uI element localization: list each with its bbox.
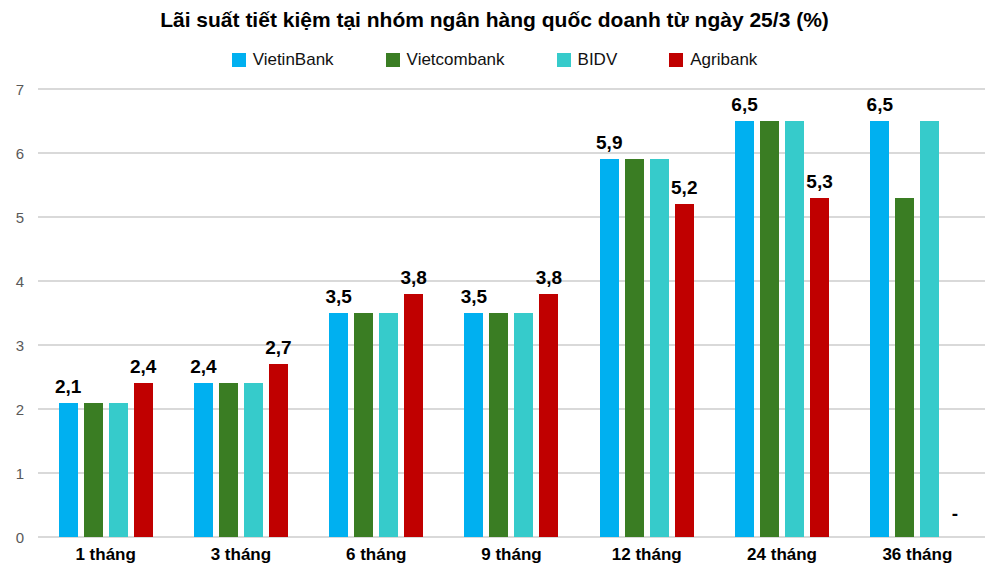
y-tick-label: 0 xyxy=(16,529,24,546)
bar-vietinbank xyxy=(735,121,754,537)
bar-group: 3,5 3,8 xyxy=(444,89,579,537)
x-tick-label: 9 tháng xyxy=(444,545,579,565)
bar-cluster: 6,55,3 xyxy=(735,89,829,537)
bar-cluster: 2,42,7 xyxy=(194,89,288,537)
x-tick-label: 12 tháng xyxy=(579,545,714,565)
x-tick-label: 24 tháng xyxy=(714,545,849,565)
y-tick-label: 2 xyxy=(16,401,24,418)
legend-label: VietinBank xyxy=(253,50,334,70)
bar-agribank xyxy=(134,383,153,537)
bar-group: 3,5 3,8 xyxy=(309,89,444,537)
bar-vietcombank xyxy=(489,313,508,537)
bar-agribank xyxy=(539,294,558,537)
bar-group: 2,4 2,7 xyxy=(173,89,308,537)
y-tick-label: 4 xyxy=(16,273,24,290)
legend-label: Vietcombank xyxy=(407,50,505,70)
legend-item-bidv: BIDV xyxy=(557,50,618,70)
bar-bidv xyxy=(785,121,804,537)
bar-vietinbank xyxy=(59,403,78,537)
x-tick-label: 36 tháng xyxy=(850,545,985,565)
chart-title: Lãi suất tiết kiệm tại nhóm ngân hàng qu… xyxy=(0,8,989,32)
x-tick-label: 1 tháng xyxy=(38,545,173,565)
data-label: 5,2 xyxy=(671,177,697,199)
data-label: - xyxy=(952,503,958,525)
bar-vietinbank xyxy=(194,383,213,537)
data-label: 3,8 xyxy=(536,267,562,289)
bar-agribank xyxy=(404,294,423,537)
data-label: 6,5 xyxy=(867,94,893,116)
y-tick-label: 5 xyxy=(16,209,24,226)
bar-bidv xyxy=(244,383,263,537)
data-label: 5,9 xyxy=(596,132,622,154)
bar-bidv xyxy=(109,403,128,537)
bar-group: 6,5 5,3 xyxy=(714,89,849,537)
data-label: 3,5 xyxy=(461,286,487,308)
bar-cluster: 3,53,8 xyxy=(329,89,423,537)
legend-item-agribank: Agribank xyxy=(669,50,757,70)
legend-label: Agribank xyxy=(690,50,757,70)
bar-vietcombank xyxy=(895,198,914,537)
bar-vietcombank xyxy=(84,403,103,537)
bar-vietcombank xyxy=(625,159,644,537)
data-label: 2,4 xyxy=(190,356,216,378)
x-tick-label: 3 tháng xyxy=(173,545,308,565)
y-tick-label: 3 xyxy=(16,337,24,354)
bar-bidv xyxy=(379,313,398,537)
data-label: 2,7 xyxy=(265,337,291,359)
legend-label: BIDV xyxy=(578,50,618,70)
bar-agribank xyxy=(269,364,288,537)
bar-vietcombank xyxy=(354,313,373,537)
bar-vietinbank xyxy=(464,313,483,537)
data-label: 2,4 xyxy=(130,356,156,378)
y-tick-label: 7 xyxy=(16,81,24,98)
bar-group: 2,1 2,4 xyxy=(38,89,173,537)
bar-group: 5,9 5,2 xyxy=(579,89,714,537)
legend-swatch-icon xyxy=(669,53,683,67)
data-label: 6,5 xyxy=(731,94,757,116)
data-label: 3,5 xyxy=(325,286,351,308)
bar-bidv xyxy=(650,159,669,537)
bar-cluster: 3,53,8 xyxy=(464,89,558,537)
legend-swatch-icon xyxy=(232,53,246,67)
plot-area: 2,1 2,4 2,4 2,7 3,5 3,8 3,5 3,8 5,9 5,2 6,5 5,3 6,5 - xyxy=(38,89,985,537)
data-label: 2,1 xyxy=(55,376,81,398)
x-tick-label: 6 tháng xyxy=(309,545,444,565)
bar-cluster: 6,5 - xyxy=(870,89,964,537)
legend-item-vietcombank: Vietcombank xyxy=(386,50,505,70)
legend: VietinBank Vietcombank BIDV Agribank xyxy=(0,50,989,70)
legend-item-vietinbank: VietinBank xyxy=(232,50,334,70)
legend-swatch-icon xyxy=(557,53,571,67)
bar-vietcombank xyxy=(760,121,779,537)
bar-groups: 2,1 2,4 2,4 2,7 3,5 3,8 3,5 3,8 5,9 5,2 6,5 5,3 6,5 - xyxy=(38,89,985,537)
bar-bidv xyxy=(514,313,533,537)
data-label: 3,8 xyxy=(400,267,426,289)
bar-cluster: 5,95,2 xyxy=(600,89,694,537)
bar-vietinbank xyxy=(870,121,889,537)
x-axis: 1 tháng3 tháng6 tháng9 tháng12 tháng24 t… xyxy=(38,545,985,565)
data-label: 5,3 xyxy=(806,171,832,193)
bar-agribank xyxy=(810,198,829,537)
legend-swatch-icon xyxy=(386,53,400,67)
y-axis: 01234567 xyxy=(0,89,32,537)
bar-vietinbank xyxy=(329,313,348,537)
y-tick-label: 6 xyxy=(16,145,24,162)
bar-vietcombank xyxy=(219,383,238,537)
y-tick-label: 1 xyxy=(16,465,24,482)
bar-bidv xyxy=(920,121,939,537)
bar-agribank xyxy=(675,204,694,537)
bar-group: 6,5 - xyxy=(850,89,985,537)
bar-cluster: 2,12,4 xyxy=(59,89,153,537)
bar-vietinbank xyxy=(600,159,619,537)
